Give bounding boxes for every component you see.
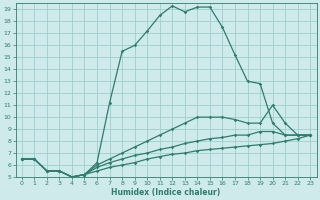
X-axis label: Humidex (Indice chaleur): Humidex (Indice chaleur) <box>111 188 221 197</box>
